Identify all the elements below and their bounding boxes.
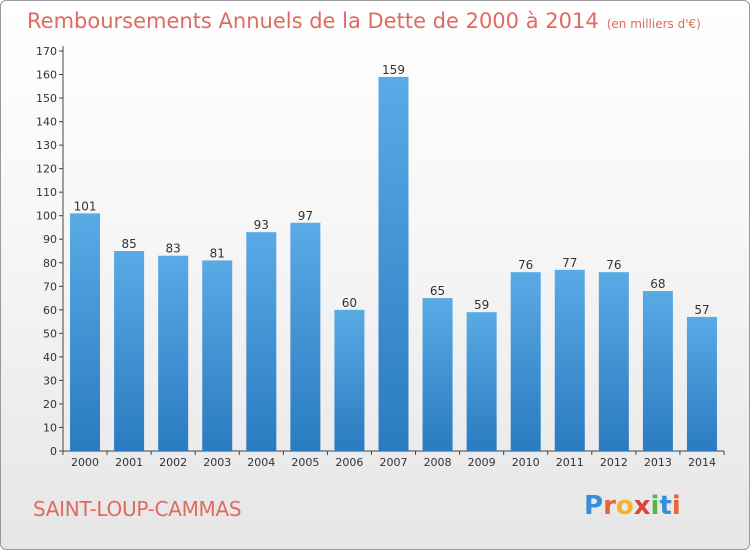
y-tick-label: 90 xyxy=(43,233,57,246)
x-tick-label: 2014 xyxy=(688,456,716,469)
y-tick-label: 100 xyxy=(36,210,57,223)
y-tick-label: 20 xyxy=(43,398,57,411)
bar-2008[interactable] xyxy=(422,298,453,451)
y-tick-label: 160 xyxy=(36,69,57,82)
axes: 0 10 20 30 40 50 60 70 80 90 100 110 120 130 140 150 160… xyxy=(36,45,725,469)
logo-letter: i xyxy=(650,491,660,521)
x-tick-label: 2011 xyxy=(556,456,584,469)
bar-2004[interactable] xyxy=(246,232,277,451)
y-tick-label: 150 xyxy=(36,92,57,105)
bar-2003[interactable] xyxy=(202,260,233,451)
bar-value-label: 57 xyxy=(694,303,709,317)
bar-value-label: 85 xyxy=(121,237,136,251)
y-tick-label: 70 xyxy=(43,280,57,293)
bar-value-label: 83 xyxy=(166,242,181,256)
bars: 101 85 83 81 93 97 60 159 65 59 76 77 76 68 57 xyxy=(70,63,717,451)
bar-2010[interactable] xyxy=(510,272,541,451)
logo-letter: r xyxy=(603,491,616,521)
y-tick-label: 60 xyxy=(43,304,57,317)
y-tick-label: 0 xyxy=(50,445,57,458)
x-tick-label: 2009 xyxy=(468,456,496,469)
y-tick-label: 50 xyxy=(43,327,57,340)
bar-value-label: 76 xyxy=(518,258,533,272)
bar-value-label: 159 xyxy=(382,63,405,77)
chart-subtitle: (en milliers d'€) xyxy=(606,17,701,31)
proxiti-logo[interactable]: Proxiti xyxy=(584,491,681,521)
bar-value-label: 65 xyxy=(430,284,445,298)
x-tick-label: 2000 xyxy=(71,456,99,469)
y-tick-label: 40 xyxy=(43,351,57,364)
logo-letter: P xyxy=(584,491,604,521)
logo-letter: x xyxy=(633,491,651,521)
y-tick-label: 30 xyxy=(43,374,57,387)
logo-letter: o xyxy=(615,491,634,521)
logo-letter: i xyxy=(671,491,681,521)
bar-value-label: 93 xyxy=(254,218,269,232)
bar-2012[interactable] xyxy=(598,272,629,451)
y-tick-label: 10 xyxy=(43,421,57,434)
x-tick-label: 2013 xyxy=(644,456,672,469)
y-tick-label: 130 xyxy=(36,139,57,152)
bar-value-label: 60 xyxy=(342,296,357,310)
y-tick-label: 120 xyxy=(36,163,57,176)
bar-2005[interactable] xyxy=(290,222,321,451)
bar-2006[interactable] xyxy=(334,309,365,451)
chart-title-text: Remboursements Annuels de la Dette de 20… xyxy=(27,9,599,33)
x-tick-label: 2010 xyxy=(512,456,540,469)
bar-value-label: 97 xyxy=(298,209,313,223)
y-tick-label: 110 xyxy=(36,186,57,199)
bar-2000[interactable] xyxy=(70,213,101,451)
bar-2009[interactable] xyxy=(466,312,497,451)
x-tick-label: 2005 xyxy=(291,456,319,469)
bar-value-label: 81 xyxy=(210,246,225,260)
x-tick-label: 2008 xyxy=(424,456,452,469)
bar-2014[interactable] xyxy=(686,316,717,451)
x-tick-label: 2004 xyxy=(247,456,275,469)
x-tick-label: 2007 xyxy=(380,456,408,469)
bar-2013[interactable] xyxy=(642,291,673,451)
x-tick-label: 2001 xyxy=(115,456,143,469)
bar-2001[interactable] xyxy=(114,251,145,451)
bar-2002[interactable] xyxy=(158,255,189,451)
bar-value-label: 76 xyxy=(606,258,621,272)
bar-2007[interactable] xyxy=(378,76,409,451)
bar-value-label: 77 xyxy=(562,256,577,270)
x-tick-label: 2006 xyxy=(335,456,363,469)
bar-2011[interactable] xyxy=(554,269,585,451)
x-tick-label: 2003 xyxy=(203,456,231,469)
x-tick-label: 2002 xyxy=(159,456,187,469)
city-name: SAINT-LOUP-CAMMAS xyxy=(33,497,242,521)
x-tick-label: 2012 xyxy=(600,456,628,469)
y-tick-label: 170 xyxy=(36,45,57,58)
y-tick-label: 140 xyxy=(36,116,57,129)
bar-chart: 0 10 20 30 40 50 60 70 80 90 100 110 120 130 140 150 160… xyxy=(36,45,725,469)
bar-value-label: 59 xyxy=(474,298,489,312)
chart-title: Remboursements Annuels de la Dette de 20… xyxy=(27,9,701,33)
logo-letter: t xyxy=(659,491,672,521)
bar-value-label: 101 xyxy=(74,199,97,213)
bar-value-label: 68 xyxy=(650,277,665,291)
y-tick-label: 80 xyxy=(43,257,57,270)
